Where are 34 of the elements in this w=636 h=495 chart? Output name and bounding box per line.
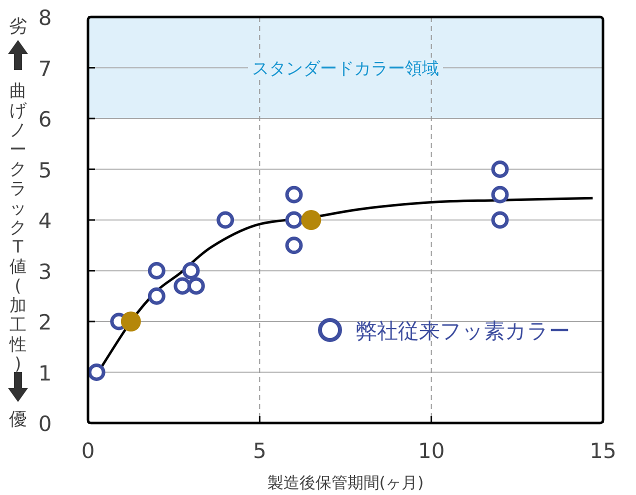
point (174, 277, 192, 295)
x-axis-title: 製造後保管期間(ヶ月) (267, 473, 424, 492)
x-tick-label: 10 (418, 439, 445, 463)
point (216, 211, 234, 229)
y-tick-label: 8 (38, 6, 52, 30)
point (120, 312, 141, 332)
y-tick-label: 7 (38, 56, 52, 81)
point (491, 160, 509, 178)
point (182, 262, 200, 280)
legend-label: 弊社従来フッ素カラー (356, 319, 570, 343)
y-tick-label: 0 (38, 412, 52, 436)
x-tick-label: 0 (81, 439, 95, 463)
y-tick-label: 6 (38, 108, 52, 132)
point (148, 287, 166, 305)
x-tick-label: 5 (252, 439, 266, 463)
point (88, 364, 106, 381)
y-tick-label: 4 (38, 209, 52, 233)
point (285, 211, 303, 229)
point (301, 210, 322, 230)
point (491, 211, 509, 229)
point (148, 262, 166, 280)
band-label: スタンダードカラー領域 (252, 58, 439, 79)
x-tick-label: 15 (590, 439, 616, 463)
text: 曲げノークラックT値(加工性) (10, 82, 26, 374)
y-tick-label: 3 (38, 260, 52, 284)
y-tick-label: 5 (38, 158, 52, 182)
point (187, 277, 205, 295)
point (285, 236, 303, 254)
y-tick-label: 1 (38, 361, 52, 386)
text: 優 (9, 409, 27, 430)
y-tick-label: 2 (38, 310, 52, 334)
point (491, 186, 509, 204)
text: 劣 (9, 16, 27, 37)
point (285, 186, 303, 204)
